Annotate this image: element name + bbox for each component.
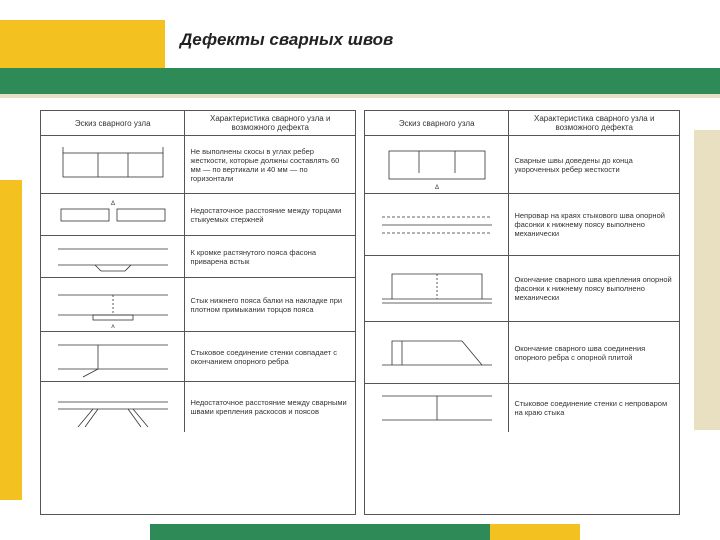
table-row: Недостаточное расстояние между сварными … [41, 382, 355, 432]
content-area: Эскиз сварного узла Характеристика сварн… [40, 110, 680, 515]
svg-text:Δ: Δ [111, 325, 115, 328]
col-header-desc: Характеристика сварного узла и возможног… [185, 111, 355, 135]
col-header-desc: Характеристика сварного узла и возможног… [509, 111, 679, 135]
desc-cell: Недостаточное расстояние между сварными … [185, 382, 355, 432]
table-row: Окончание сварного шва соединения опорно… [365, 322, 679, 384]
sketch-cell: Δ [365, 136, 509, 193]
accent-yellow-side [0, 180, 22, 500]
svg-text:Δ: Δ [435, 185, 439, 190]
table-header: Эскиз сварного узла Характеристика сварн… [365, 111, 679, 136]
defects-table-right: Эскиз сварного узла Характеристика сварн… [364, 110, 680, 515]
header: Дефекты сварных швов [0, 0, 720, 98]
desc-cell: Окончание сварного шва соединения опорно… [509, 322, 679, 383]
sketch-cell [365, 384, 509, 432]
table-row: Не выполнены скосы в углах ребер жесткос… [41, 136, 355, 194]
desc-cell: Стык нижнего пояса балки на накладке при… [185, 278, 355, 331]
sketch-cell [41, 236, 185, 277]
table-row: Δ Стык нижнего пояса балки на накладке п… [41, 278, 355, 332]
desc-cell: Непровар на краях стыкового шва опорной … [509, 194, 679, 255]
sketch-cell [365, 194, 509, 255]
sketch-cell [41, 382, 185, 432]
table-row: Непровар на краях стыкового шва опорной … [365, 194, 679, 256]
accent-beige-bar [0, 94, 720, 98]
accent-beige-side [694, 130, 720, 430]
defects-table-left: Эскиз сварного узла Характеристика сварн… [40, 110, 356, 515]
table-row: Стыковое соединение стенки с непроваром … [365, 384, 679, 432]
desc-cell: Недостаточное расстояние между торцами с… [185, 194, 355, 235]
sketch-cell [41, 136, 185, 193]
desc-cell: Не выполнены скосы в углах ребер жесткос… [185, 136, 355, 193]
sketch-cell: Δ [41, 278, 185, 331]
desc-cell: Сварные швы доведены до конца укороченны… [509, 136, 679, 193]
table-row: К кромке растянутого пояса фасона привар… [41, 236, 355, 278]
sketch-cell [365, 322, 509, 383]
table-row: Стыковое соединение стенки совпадает с о… [41, 332, 355, 382]
sketch-cell: Δ [41, 194, 185, 235]
svg-text:Δ: Δ [111, 201, 115, 207]
table-row: Δ Недостаточное расстояние между торцами… [41, 194, 355, 236]
accent-green-bar [0, 68, 720, 94]
desc-cell: Стыковое соединение стенки совпадает с о… [185, 332, 355, 381]
desc-cell: К кромке растянутого пояса фасона привар… [185, 236, 355, 277]
table-row: Окончание сварного шва крепления опорной… [365, 256, 679, 322]
table-row: Δ Сварные швы доведены до конца укорочен… [365, 136, 679, 194]
desc-cell: Окончание сварного шва крепления опорной… [509, 256, 679, 321]
sketch-cell [41, 332, 185, 381]
accent-yellow-top [0, 20, 165, 68]
table-header: Эскиз сварного узла Характеристика сварн… [41, 111, 355, 136]
accent-yellow-bottom [490, 524, 580, 540]
page-title: Дефекты сварных швов [180, 30, 393, 50]
sketch-cell [365, 256, 509, 321]
accent-green-bottom [150, 524, 490, 540]
col-header-sketch: Эскиз сварного узла [365, 111, 509, 135]
col-header-sketch: Эскиз сварного узла [41, 111, 185, 135]
desc-cell: Стыковое соединение стенки с непроваром … [509, 384, 679, 432]
